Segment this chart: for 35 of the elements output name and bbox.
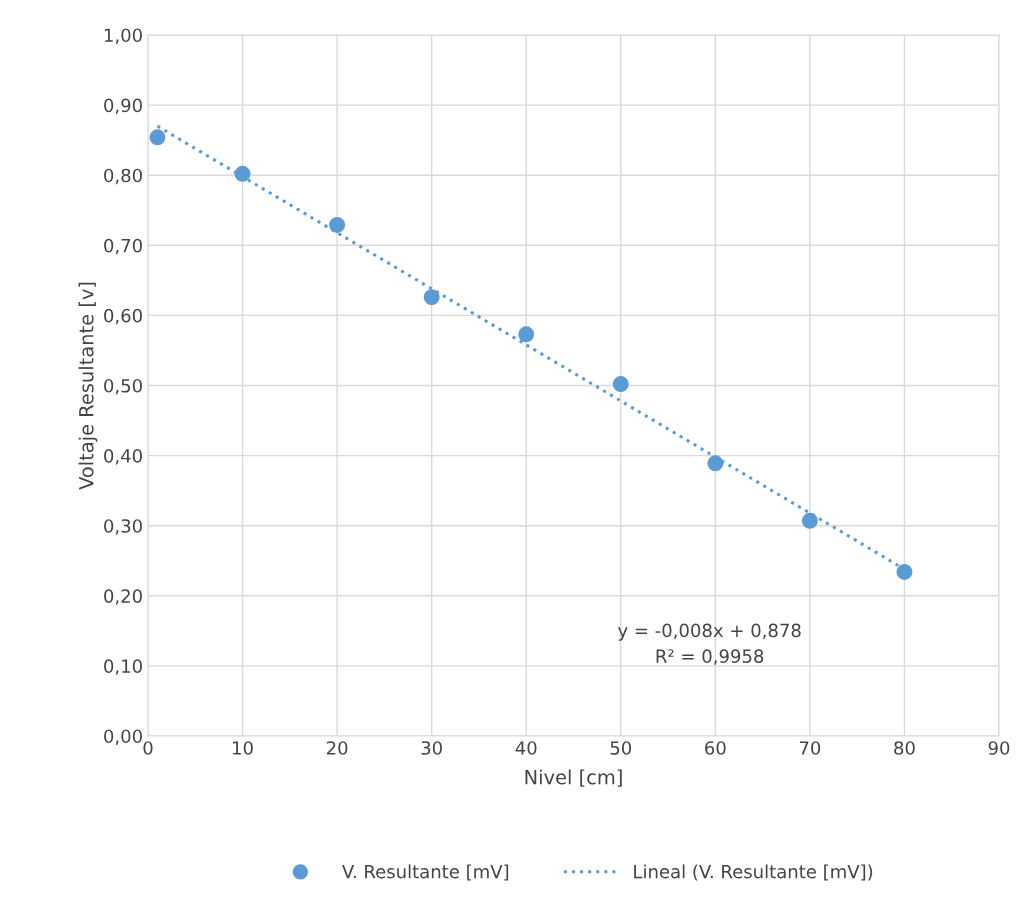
- y-tick-label: 0,50: [104, 378, 142, 395]
- y-tick-label: 0,00: [104, 729, 142, 745]
- point: [518, 326, 535, 343]
- x-tick-label: 20: [326, 741, 348, 755]
- y-tick-label: 0,90: [104, 98, 142, 115]
- point: [896, 563, 913, 580]
- x-tick-label: 0: [143, 741, 153, 755]
- x-tick-label: 50: [610, 741, 632, 755]
- point: [612, 376, 629, 393]
- point: [801, 512, 818, 529]
- x-tick-label: 30: [421, 741, 442, 755]
- point: [234, 165, 251, 182]
- y-tick-label: 0,60: [104, 308, 142, 325]
- point: [329, 216, 346, 233]
- y-tick-label: 1,00: [104, 28, 142, 44]
- y-tick-label: 0,30: [104, 519, 142, 535]
- y-axis-title: Voltaje Resultante [v]: [78, 282, 98, 490]
- y-tick-label: 0,70: [104, 238, 142, 255]
- point: [149, 129, 166, 146]
- x-tick-label: 10: [233, 741, 253, 755]
- y-tick-label: 0,80: [104, 168, 142, 185]
- y-tick-label: 0,10: [104, 659, 142, 675]
- legend-label: Lineal (V. Resultante [mV]): [634, 864, 873, 881]
- legend-label: V. Resultante [mV]: [342, 864, 509, 881]
- x-tick-label: 60: [705, 741, 726, 755]
- x-tick-label: 40: [515, 741, 537, 755]
- point: [707, 455, 724, 472]
- annotation: y = -0,008x + 0,878 R² = 0,9958: [617, 623, 801, 665]
- point: [423, 289, 440, 306]
- y-tick-label: 0,20: [104, 589, 142, 605]
- x-tick-label: 90: [988, 741, 1010, 755]
- x-tick-label: 70: [799, 741, 821, 755]
- x-axis-title: Nivel [cm]: [525, 769, 622, 787]
- y-tick-label: 0,40: [104, 449, 142, 465]
- x-tick-label: 80: [894, 741, 915, 755]
